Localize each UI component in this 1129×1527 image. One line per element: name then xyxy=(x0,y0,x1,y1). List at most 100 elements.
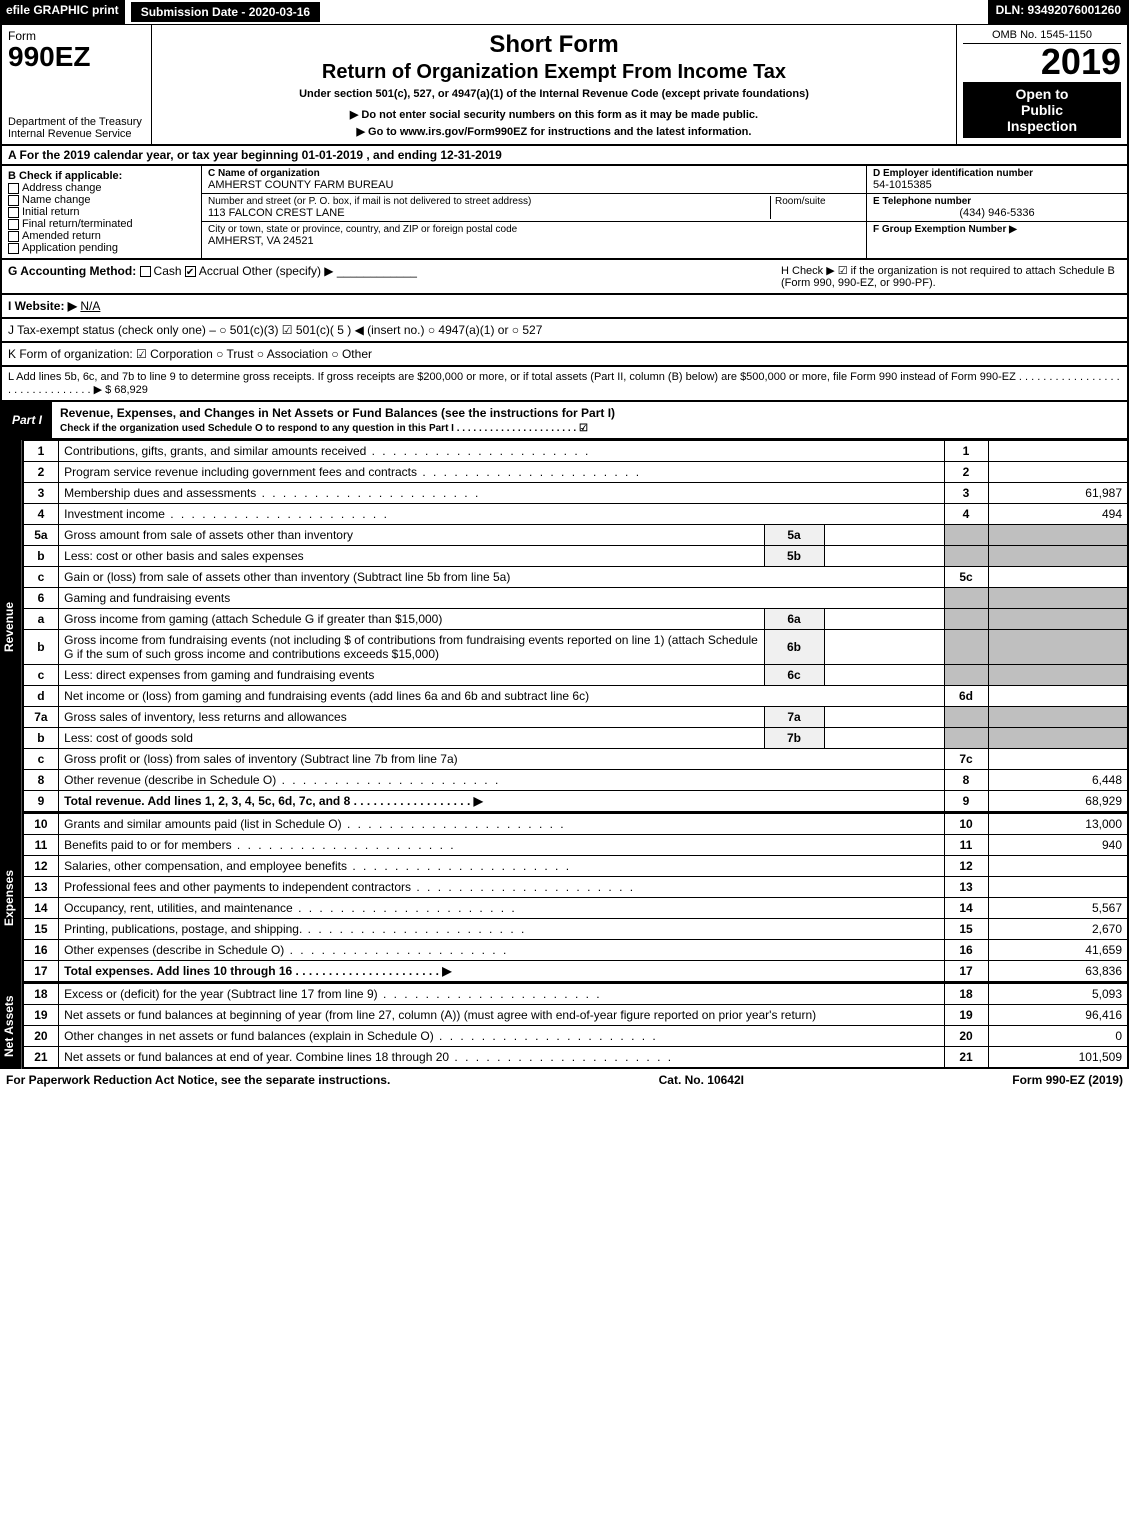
line-6: 6Gaming and fundraising events xyxy=(23,588,1128,609)
l5c-box: 5c xyxy=(944,567,988,588)
chk-amended-return[interactable] xyxy=(8,231,19,242)
l15-no: 15 xyxy=(23,919,59,940)
line-6a: aGross income from gaming (attach Schedu… xyxy=(23,609,1128,630)
l1-no: 1 xyxy=(23,441,59,462)
l7b-greyamt xyxy=(988,728,1128,749)
lbl-accrual: Accrual xyxy=(199,264,239,278)
l5c-amt xyxy=(988,567,1128,588)
line-12: 12Salaries, other compensation, and empl… xyxy=(23,856,1128,877)
l19-no: 19 xyxy=(23,1005,59,1026)
chk-application-pending[interactable] xyxy=(8,243,19,254)
l6a-greybox xyxy=(944,609,988,630)
l10-amt: 13,000 xyxy=(988,814,1128,835)
l3-no: 3 xyxy=(23,483,59,504)
l2-box: 2 xyxy=(944,462,988,483)
l6c-greyamt xyxy=(988,665,1128,686)
line-5c: cGain or (loss) from sale of assets othe… xyxy=(23,567,1128,588)
l7a-greybox xyxy=(944,707,988,728)
l6-no: 6 xyxy=(23,588,59,609)
l13-amt xyxy=(988,877,1128,898)
header-center: Short Form Return of Organization Exempt… xyxy=(152,25,957,144)
l7c-box: 7c xyxy=(944,749,988,770)
l2-txt: Program service revenue including govern… xyxy=(59,462,944,483)
group-exemption-label: F Group Exemption Number ▶ xyxy=(873,224,1121,235)
header-right: OMB No. 1545-1150 2019 Open to Public In… xyxy=(957,25,1127,144)
l21-amt: 101,509 xyxy=(988,1047,1128,1069)
dept-treasury: Department of the Treasury xyxy=(8,116,145,128)
l12-txt: Salaries, other compensation, and employ… xyxy=(59,856,944,877)
g-label: G Accounting Method: xyxy=(8,264,136,278)
line-a-taxyear: A For the 2019 calendar year, or tax yea… xyxy=(0,146,1129,166)
line-20: 20Other changes in net assets or fund ba… xyxy=(23,1026,1128,1047)
line-2: 2Program service revenue including gover… xyxy=(23,462,1128,483)
line-i: I Website: ▶ N/A xyxy=(0,295,1129,319)
box-def: D Employer identification number 54-1015… xyxy=(867,166,1127,258)
l6-greyamt xyxy=(988,588,1128,609)
open-line3: Inspection xyxy=(967,118,1117,134)
l5b-val xyxy=(824,546,944,567)
chk-cash[interactable] xyxy=(140,266,151,277)
l17-box: 17 xyxy=(944,961,988,983)
city: AMHERST, VA 24521 xyxy=(208,235,860,247)
l7b-sub: 7b xyxy=(764,728,824,749)
lbl-final-return: Final return/terminated xyxy=(22,218,133,230)
l6a-no: a xyxy=(23,609,59,630)
line-17: 17Total expenses. Add lines 10 through 1… xyxy=(23,961,1128,983)
l7b-txt: Less: cost of goods sold xyxy=(59,728,764,749)
box-b: B Check if applicable: Address change Na… xyxy=(2,166,202,258)
l6b-sub: 6b xyxy=(764,630,824,665)
part-i-tab: Part I xyxy=(2,409,52,431)
box-b-title: B Check if applicable: xyxy=(8,170,195,182)
l16-box: 16 xyxy=(944,940,988,961)
l6a-val xyxy=(824,609,944,630)
line-g-h: G Accounting Method: Cash Accrual Other … xyxy=(0,260,1129,295)
l1-txt: Contributions, gifts, grants, and simila… xyxy=(59,441,944,462)
chk-name-change[interactable] xyxy=(8,195,19,206)
tax-year: 2019 xyxy=(963,44,1121,80)
line-7a: 7aGross sales of inventory, less returns… xyxy=(23,707,1128,728)
open-line2: Public xyxy=(967,102,1117,118)
l6c-no: c xyxy=(23,665,59,686)
chk-final-return[interactable] xyxy=(8,219,19,230)
chk-initial-return[interactable] xyxy=(8,207,19,218)
l8-box: 8 xyxy=(944,770,988,791)
l6c-txt: Less: direct expenses from gaming and fu… xyxy=(59,665,764,686)
chk-accrual[interactable] xyxy=(185,266,196,277)
l13-txt: Professional fees and other payments to … xyxy=(59,877,944,898)
open-to-public: Open to Public Inspection xyxy=(963,82,1121,138)
l5b-no: b xyxy=(23,546,59,567)
l19-txt: Net assets or fund balances at beginning… xyxy=(59,1005,944,1026)
l18-amt: 5,093 xyxy=(988,984,1128,1005)
subtitle-ssn: ▶ Do not enter social security numbers o… xyxy=(160,108,948,121)
l7c-no: c xyxy=(23,749,59,770)
l5a-no: 5a xyxy=(23,525,59,546)
line-18: 18Excess or (deficit) for the year (Subt… xyxy=(23,984,1128,1005)
part-i-checknote: Check if the organization used Schedule … xyxy=(60,423,588,434)
chk-address-change[interactable] xyxy=(8,183,19,194)
form-header: Form 990EZ Department of the Treasury In… xyxy=(0,24,1129,146)
l7c-amt xyxy=(988,749,1128,770)
l6-txt: Gaming and fundraising events xyxy=(59,588,944,609)
l5c-no: c xyxy=(23,567,59,588)
l5a-greyamt xyxy=(988,525,1128,546)
netassets-table: 18Excess or (deficit) for the year (Subt… xyxy=(22,983,1129,1069)
netassets-block: Net Assets 18Excess or (deficit) for the… xyxy=(0,983,1129,1069)
lbl-cash: Cash xyxy=(154,264,182,278)
l3-box: 3 xyxy=(944,483,988,504)
line-16: 16Other expenses (describe in Schedule O… xyxy=(23,940,1128,961)
l15-box: 15 xyxy=(944,919,988,940)
l9-amt: 68,929 xyxy=(988,791,1128,813)
l10-no: 10 xyxy=(23,814,59,835)
line-15: 15Printing, publications, postage, and s… xyxy=(23,919,1128,940)
l20-amt: 0 xyxy=(988,1026,1128,1047)
l18-no: 18 xyxy=(23,984,59,1005)
l16-no: 16 xyxy=(23,940,59,961)
room-label: Room/suite xyxy=(775,196,860,207)
submission-date: Submission Date - 2020-03-16 xyxy=(129,0,322,24)
l7b-val xyxy=(824,728,944,749)
revenue-table: 1Contributions, gifts, grants, and simil… xyxy=(22,440,1129,813)
l7a-sub: 7a xyxy=(764,707,824,728)
l6a-txt: Gross income from gaming (attach Schedul… xyxy=(59,609,764,630)
l10-box: 10 xyxy=(944,814,988,835)
l7a-no: 7a xyxy=(23,707,59,728)
